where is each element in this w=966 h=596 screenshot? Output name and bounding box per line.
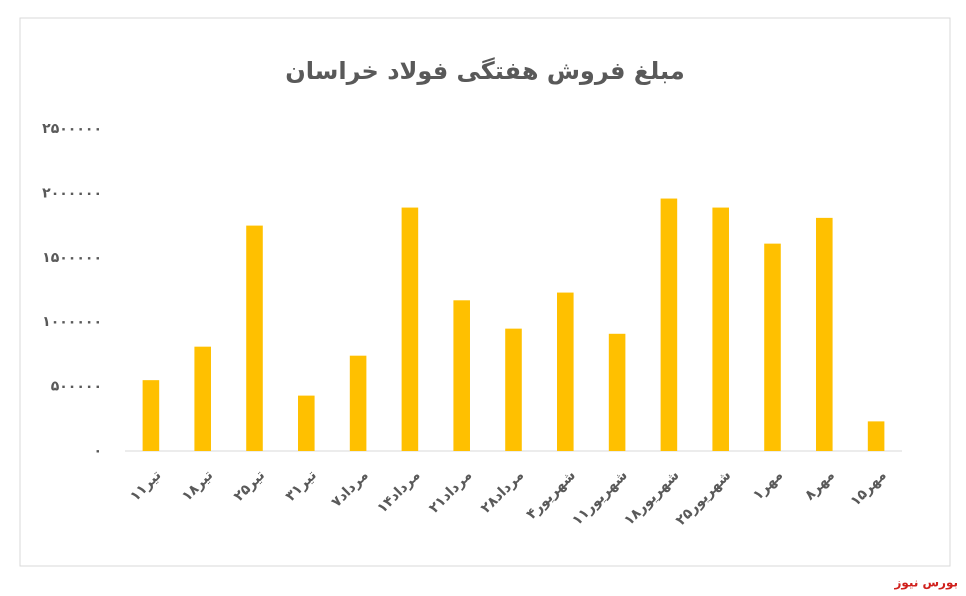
y-tick-label: ۲۵۰۰۰۰۰ [42,121,102,137]
bar [194,346,211,451]
bar [712,207,729,451]
bar [608,333,626,451]
bar [660,198,678,451]
bar [246,225,263,451]
bar [816,217,833,451]
y-tick-label: ۵۰۰۰۰۰ [51,379,102,395]
source: بورس نیوز [893,576,958,591]
bar [401,207,419,451]
y-tick-label: ۱۰۰۰۰۰۰ [42,314,102,330]
chart-title: مبلغ فروش هفتگی فولاد خراسان [285,57,684,85]
bar [298,395,315,451]
bar [349,355,367,451]
chart-frame [19,17,951,567]
bar [557,292,574,451]
bar [505,328,522,451]
y-tick-label: ۲۰۰۰۰۰۰ [42,185,102,201]
bar [764,243,781,451]
y-tick-label: ۰ [93,443,102,459]
bar [453,300,470,451]
bar [867,421,885,451]
bar [142,380,160,451]
y-tick-label: ۱۵۰۰۰۰۰ [42,250,102,266]
